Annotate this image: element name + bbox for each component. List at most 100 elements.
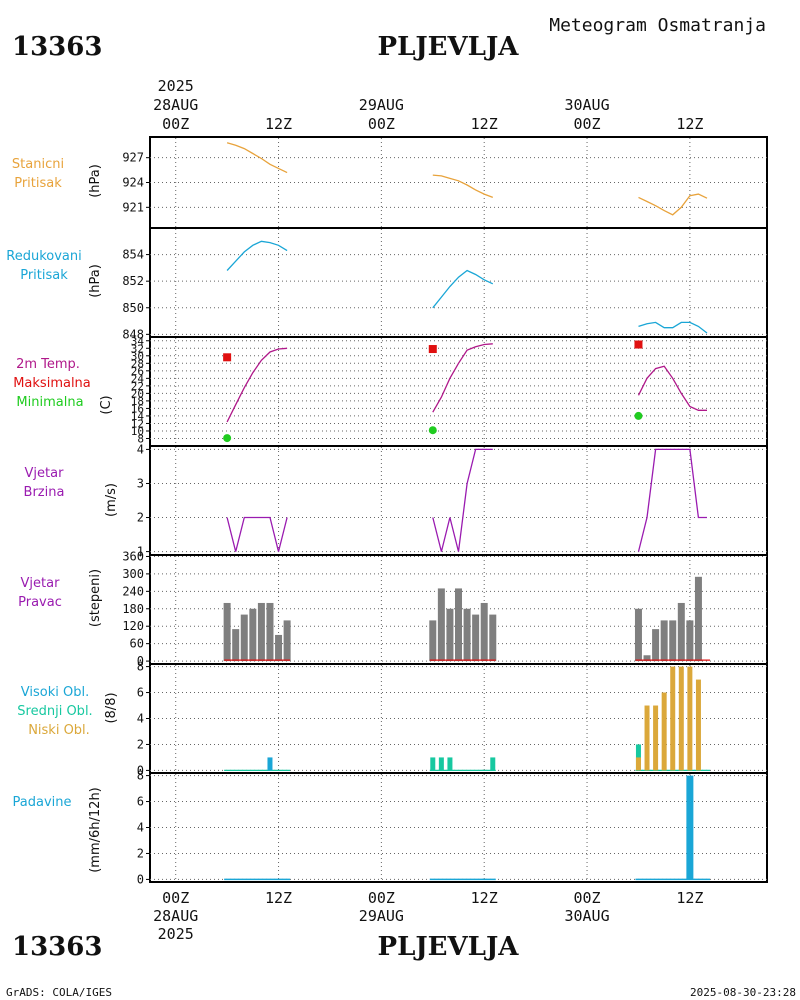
pravac-ytick-label-6: 360 [122,549,144,563]
pravac-ytick-label-0: 0 [137,654,144,668]
stanicni-ytick-label-2: 927 [122,151,144,165]
redukovani-frame [149,227,768,338]
padavine-bar-0 [686,775,694,880]
pravac-ytick-label-2: 120 [122,619,144,633]
temp-ytick-label-12: 32 [131,342,144,355]
padavine-unit: (mm/6h/12h) [88,787,103,873]
oblaci-bar-1-3 [490,757,496,771]
padavine-ytick-label-3: 6 [137,795,144,809]
brzina-ytick-label-0: 1 [137,545,144,559]
time-day-bottom-0: 28AUG [153,907,198,925]
redukovani-panel: 848 850 852 854 [122,227,768,341]
temp-max-marker-0 [223,353,232,362]
pravac-bar-0 [223,602,231,662]
footer-right: 2025-08-30-23:28 [690,986,796,999]
temp-series-day2 [432,343,493,413]
pravac-bar-23 [694,576,702,662]
pravac-bar-12 [463,608,471,662]
temp-ytick-label-4: 16 [131,402,144,415]
redukovani-series-day3 [638,321,708,334]
padavine-panel: 0 2 4 6 8 [137,769,768,886]
station-name-bottom: PLJEVLJA [378,932,520,962]
redukovani-series-day2 [432,269,494,309]
brzina-label-2: Brzina [24,485,65,500]
stanicni-label-1: Stanicni [12,157,64,172]
pravac-bar-22 [686,620,694,662]
pravac-label-1: Vjetar [21,576,61,591]
stanicni-series-day2 [432,174,494,199]
brzina-frame [149,445,768,556]
pravac-bar-16 [634,608,642,662]
oblaci-bar-1-0 [430,757,436,771]
footer-left: GrADS: COLA/IGES [6,986,112,999]
oblaci-panel: 0 2 4 6 8 [137,660,768,777]
temp-max-marker-2 [634,340,643,349]
station-id-bottom: 13363 [12,932,102,962]
redukovani-unit: (hPa) [88,264,103,298]
oblaci-bar-2-5 [678,666,684,771]
temp-ytick-label-6: 20 [131,387,144,400]
time-year-bottom: 2025 [158,925,194,943]
pravac-bar-20 [669,620,677,662]
oblaci-bar-1-2 [447,757,453,771]
temp-min-marker-1 [428,426,437,435]
time-tick-top-2: 00Z [368,115,395,133]
pravac-ytick-label-3: 180 [122,602,144,616]
labels-layer: Stanicni Pritisak (hPa) Redukovani Priti… [6,157,119,873]
brzina-ytick-label-3: 4 [137,442,144,456]
stanicni-ytick-label-0: 921 [122,200,144,214]
brzina-ytick-label-2: 3 [137,476,144,490]
time-tick-bottom-0: 00Z [162,889,189,907]
pravac-bar-9 [437,588,445,662]
pravac-bar-18 [652,629,660,662]
pravac-unit: (stepeni) [88,569,103,627]
oblaci-bar-0-0 [267,757,273,771]
stanicni-series-day1 [226,142,288,174]
time-tick-top-1: 12Z [265,115,292,133]
padavine-ytick-label-1: 2 [137,846,144,860]
oblaci-bar-2-7 [695,679,701,771]
pravac-panel: 0 60 120 180 240 300 360 [122,549,768,668]
panels-layer: 9219249278488508528548101214161820222426… [122,136,768,886]
time-day-bottom-1: 29AUG [359,907,404,925]
time-tick-bottom-1: 12Z [265,889,292,907]
temp-ytick-label-10: 28 [131,357,144,370]
padavine-ytick-label-2: 4 [137,821,144,835]
redukovani-label-2: Pritisak [20,268,68,283]
stanicni-unit: (hPa) [88,164,103,198]
time-tick-bottom-3: 12Z [471,889,498,907]
oblaci-ytick-label-0: 0 [137,763,144,777]
time-tick-top-0: 00Z [162,115,189,133]
product-title: Meteogram Osmatranja [549,15,766,36]
oblaci-bar-2-3 [661,692,667,771]
redukovani-ytick-label-1: 850 [122,301,144,315]
oblaci-bar-2-4 [670,666,676,771]
pravac-bar-6 [275,634,283,662]
time-day-top-1: 29AUG [359,96,404,114]
temp-ytick-label-8: 24 [131,372,145,385]
temp-series-day1 [226,347,288,423]
temp-unit: (C) [99,395,114,414]
oblaci-bar-1-1 [438,757,444,771]
temp-series-day3 [637,365,707,411]
pravac-bar-19 [660,620,668,662]
oblaci-bar-2-6 [687,666,693,771]
time-tick-bottom-5: 12Z [676,889,703,907]
brzina-label-1: Vjetar [25,466,65,481]
station-name-top: PLJEVLJA [378,32,520,62]
temp-ytick-label-7: 22 [131,380,144,393]
brzina-series-day2 [432,448,493,552]
pravac-bar-11 [455,588,462,662]
temp-ytick-label-2: 12 [131,417,144,430]
oblaci-ytick-label-3: 6 [137,686,144,700]
redukovani-series-day1 [226,240,288,271]
oblaci-bar-2-1 [644,705,650,771]
pravac-ytick-label-5: 300 [122,567,144,581]
temp-ytick-label-1: 10 [131,425,144,438]
time-tick-top-3: 12Z [471,115,498,133]
padavine-ytick-label-4: 8 [137,769,144,783]
pravac-bar-5 [266,602,274,662]
temp-ytick-label-0: 8 [137,432,144,445]
